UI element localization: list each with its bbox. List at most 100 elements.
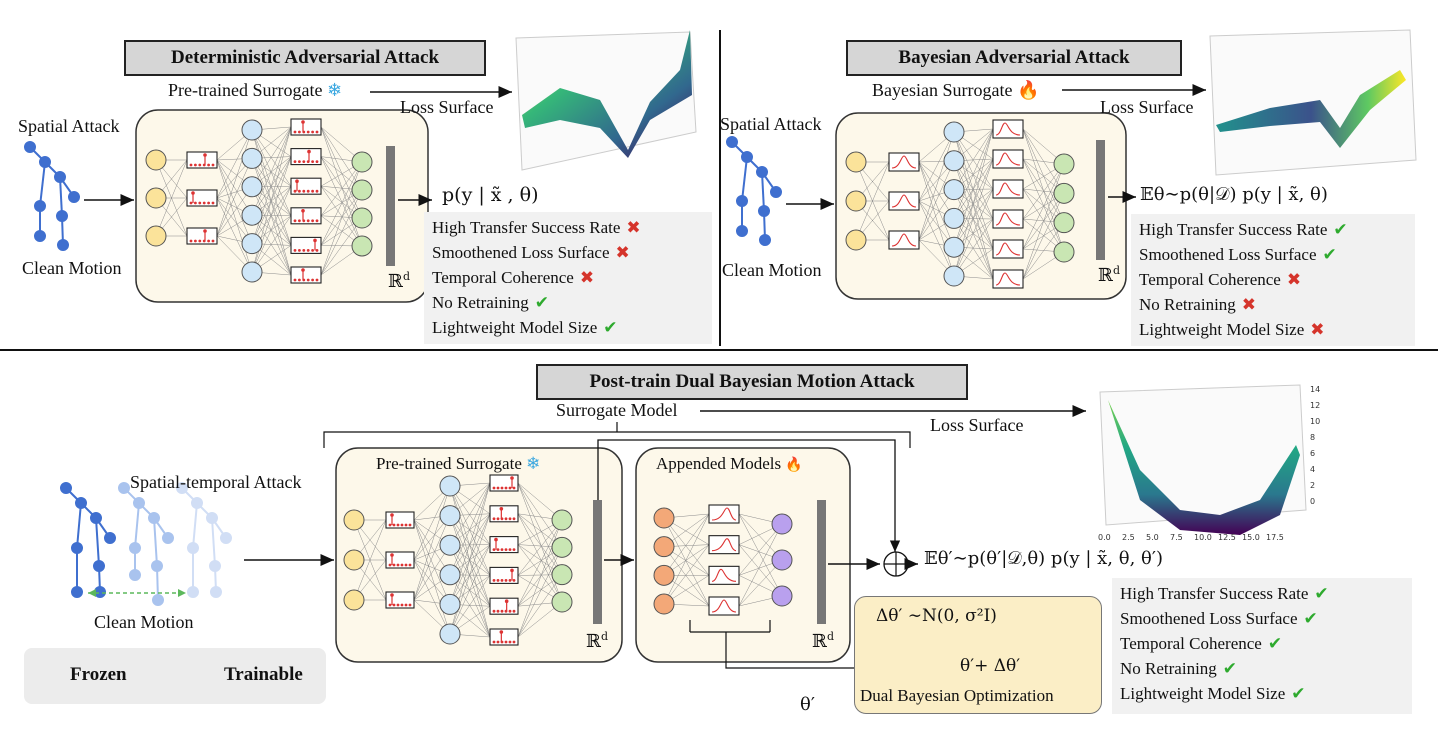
check-icon: ✔: [534, 293, 550, 313]
bayesian-title: Bayesian Adversarial Attack: [846, 40, 1182, 76]
weight-distribution-box: [992, 179, 1024, 199]
spatial-temporal-attack-label: Spatial-temporal Attack: [130, 472, 302, 492]
skip-connection: [597, 439, 901, 552]
hidden-neuron: [439, 564, 461, 586]
check-icon: ✔: [1291, 684, 1306, 704]
axis-tick-label: 12.5: [1218, 533, 1236, 542]
weight-distribution-box: [708, 565, 740, 585]
property-label: Temporal Coherence: [1120, 634, 1262, 653]
bayesian-diagram: [726, 29, 1417, 300]
loss-surface-label: Loss Surface: [930, 415, 1024, 435]
legend-trainable-label: Trainable: [224, 664, 303, 685]
properties-panel: High Transfer Success Rate ✔ Smoothened Lo…: [1112, 578, 1412, 714]
appended-input-neuron: [653, 536, 675, 558]
input-neuron: [145, 187, 167, 209]
check-icon: ✔: [1314, 584, 1329, 604]
input-neuron: [145, 149, 167, 171]
properties-panel: High Transfer Success Rate ✔ Smoothened Lo…: [1131, 214, 1415, 346]
input-neuron: [343, 589, 365, 611]
input-neuron: [145, 225, 167, 247]
input-neuron: [845, 229, 867, 251]
appended-input-neuron: [653, 564, 675, 586]
check-icon: ✔: [1267, 634, 1283, 654]
input-neuron: [343, 549, 365, 571]
feature-bar: [593, 500, 602, 624]
snowflake-icon: ❄: [526, 454, 541, 474]
input-neuron: [845, 190, 867, 212]
clean-motion-label: Clean Motion: [94, 612, 194, 632]
weight-distribution-box: [992, 119, 1024, 139]
loss-surface-plot: [515, 30, 697, 171]
hidden-neuron: [943, 207, 965, 229]
cross-icon: ✖: [579, 268, 595, 288]
axis-tick-label: 7.5: [1170, 533, 1183, 542]
property-row: Lightweight Model Size ✖: [1139, 320, 1325, 340]
axis-tick-label: 0.0: [1098, 533, 1111, 542]
property-label: Temporal Coherence: [432, 268, 574, 287]
axis-tick-label: 2: [1310, 481, 1315, 490]
dbo-noise-expression: Δθ′ ∼N(0, σ²I): [876, 606, 997, 626]
appended-network: [653, 504, 793, 616]
output-expression: p(y | x̃ , θ): [442, 184, 539, 206]
surrogate-network: [145, 118, 373, 284]
output-neuron: [1053, 153, 1075, 175]
pretrained-surrogate-label: Pre-trained Surrogate ❄: [376, 454, 540, 474]
loss-surface-plot: [1209, 29, 1417, 176]
snowflake-icon: ❄: [326, 80, 343, 101]
bayesian-network: [845, 119, 1075, 289]
legend: Frozen Trainable: [24, 648, 326, 704]
dual-title: Post-train Dual Bayesian Motion Attack: [536, 364, 968, 400]
weight-point-box: [489, 628, 519, 646]
legend-frozen-label: Frozen: [70, 664, 127, 685]
property-row: Temporal Coherence ✖: [432, 268, 594, 288]
hidden-neuron: [943, 179, 965, 201]
output-neuron: [551, 509, 573, 531]
axis-tick-label: 17.5: [1266, 533, 1284, 542]
dbo-label: Dual Bayesian Optimization: [860, 686, 1054, 705]
surrogate-label-text: Pre-trained Surrogate: [168, 80, 323, 100]
property-label: Smoothened Loss Surface: [432, 243, 610, 262]
hidden-neuron: [241, 176, 263, 198]
hidden-neuron: [241, 147, 263, 169]
appended-models-box: [635, 447, 851, 663]
appended-output-neuron: [771, 549, 793, 571]
property-row: No Retraining ✖: [1139, 295, 1256, 315]
rd-label: ℝd: [812, 630, 835, 652]
hidden-neuron: [439, 593, 461, 615]
property-row: Lightweight Model Size ✔: [1120, 684, 1306, 704]
property-row: High Transfer Success Rate ✔: [1139, 220, 1348, 240]
property-label: Lightweight Model Size: [1139, 320, 1305, 339]
property-row: Temporal Coherence ✖: [1139, 270, 1301, 290]
theta-prime-label: θ′: [800, 694, 815, 715]
hidden-neuron: [943, 265, 965, 287]
spatial-attack-label: Spatial Attack: [18, 116, 120, 136]
output-neuron: [551, 591, 573, 613]
hidden-neuron: [241, 204, 263, 226]
dual-bayesian-optimization-box: [854, 596, 1102, 714]
appended-output-neuron: [771, 513, 793, 535]
axis-tick-label: 4: [1310, 465, 1315, 474]
output-neuron: [551, 564, 573, 586]
property-row: Smoothened Loss Surface ✔: [1139, 245, 1337, 265]
feature-bar: [386, 146, 395, 266]
surrogate-model-label: Surrogate Model: [556, 400, 678, 420]
dual-bayesian-diagram: 14 12 10 8 6 4 2 0 0.0 2.5 5.0 7.5 10.0 12.5 15.0 17.5: [60, 384, 1320, 679]
deterministic-title: Deterministic Adversarial Attack: [124, 40, 486, 76]
axis-tick-label: 10.0: [1194, 533, 1212, 542]
property-row: High Transfer Success Rate ✖: [432, 218, 641, 238]
hidden-neuron: [439, 505, 461, 527]
property-label: Lightweight Model Size: [1120, 684, 1286, 703]
pretrained-surrogate-box: [335, 447, 623, 663]
axis-tick-label: 12: [1310, 401, 1320, 410]
feature-bar: [1096, 140, 1105, 260]
input-neuron: [845, 151, 867, 173]
properties-panel: High Transfer Success Rate ✖ Smoothened Lo…: [424, 212, 712, 344]
pretrained-label-text: Pre-trained Surrogate: [376, 454, 522, 473]
rd-label: ℝd: [1098, 264, 1121, 286]
hidden-neuron: [439, 623, 461, 645]
loss-surface-label: Loss Surface: [400, 97, 494, 117]
check-icon: ✔: [603, 318, 618, 338]
hidden-neuron: [943, 150, 965, 172]
hidden-neuron: [439, 534, 461, 556]
property-label: No Retraining: [1120, 659, 1217, 678]
